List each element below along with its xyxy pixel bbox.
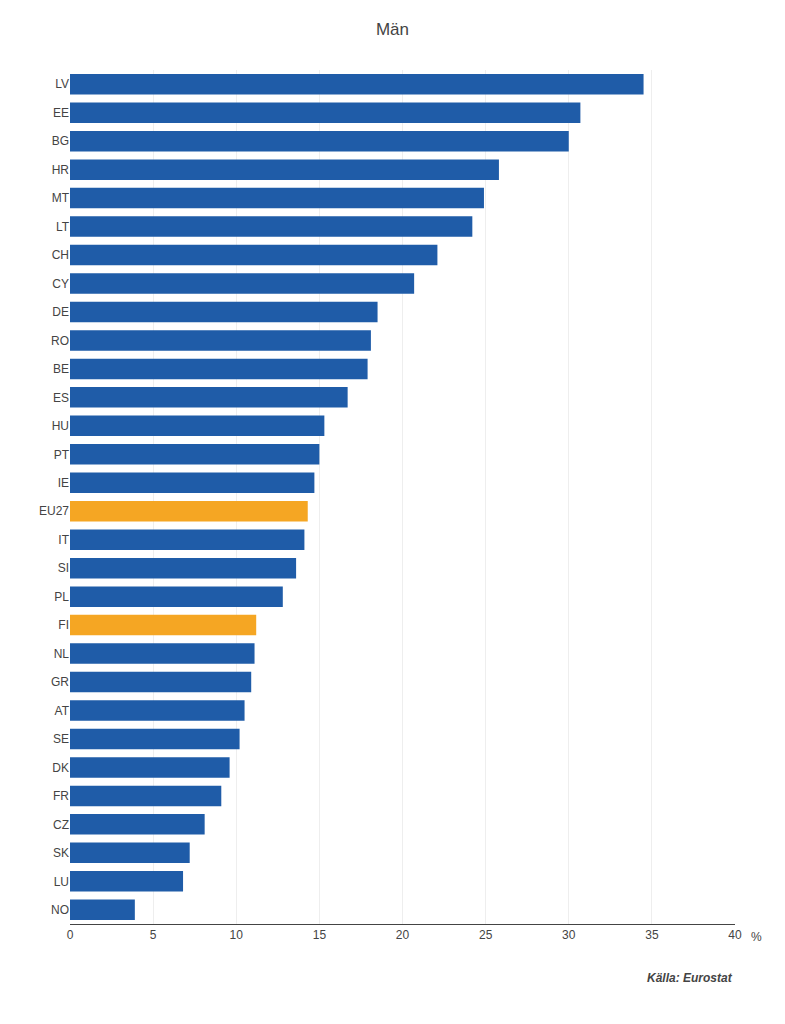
svg-text:CZ: CZ [53, 818, 69, 832]
svg-text:30: 30 [562, 928, 576, 942]
svg-text:RO: RO [51, 334, 69, 348]
svg-text:15: 15 [313, 928, 327, 942]
svg-text:DK: DK [52, 761, 69, 775]
svg-text:20: 20 [396, 928, 410, 942]
svg-text:PL: PL [54, 590, 69, 604]
svg-text:HU: HU [52, 419, 69, 433]
svg-text:LV: LV [55, 77, 69, 91]
svg-text:25: 25 [479, 928, 493, 942]
svg-text:Källa: Eurostat: Källa: Eurostat [647, 971, 733, 985]
svg-text:IT: IT [58, 533, 69, 547]
svg-text:Män: Män [376, 20, 409, 39]
svg-text:FR: FR [53, 789, 69, 803]
svg-text:35: 35 [645, 928, 659, 942]
svg-text:CH: CH [52, 248, 69, 262]
svg-text:PT: PT [54, 448, 70, 462]
svg-text:SK: SK [53, 846, 69, 860]
svg-text:IE: IE [58, 476, 69, 490]
svg-text:5: 5 [150, 928, 157, 942]
svg-text:EE: EE [53, 106, 69, 120]
svg-text:GR: GR [51, 675, 69, 689]
svg-text:AT: AT [55, 704, 70, 718]
svg-text:SI: SI [58, 561, 69, 575]
svg-text:MT: MT [52, 191, 70, 205]
svg-text:ES: ES [53, 391, 69, 405]
svg-text:%: % [751, 930, 762, 944]
svg-text:CY: CY [52, 277, 69, 291]
svg-text:0: 0 [67, 928, 74, 942]
svg-text:BG: BG [52, 134, 69, 148]
svg-text:40: 40 [728, 928, 742, 942]
svg-text:SE: SE [53, 732, 69, 746]
svg-text:NO: NO [51, 903, 69, 917]
svg-text:HR: HR [52, 163, 70, 177]
svg-text:NL: NL [54, 647, 70, 661]
svg-text:EU27: EU27 [39, 504, 69, 518]
svg-text:LT: LT [56, 220, 70, 234]
svg-text:BE: BE [53, 362, 69, 376]
svg-text:LU: LU [54, 875, 69, 889]
svg-text:FI: FI [58, 618, 69, 632]
svg-text:DE: DE [52, 305, 69, 319]
svg-text:10: 10 [230, 928, 244, 942]
